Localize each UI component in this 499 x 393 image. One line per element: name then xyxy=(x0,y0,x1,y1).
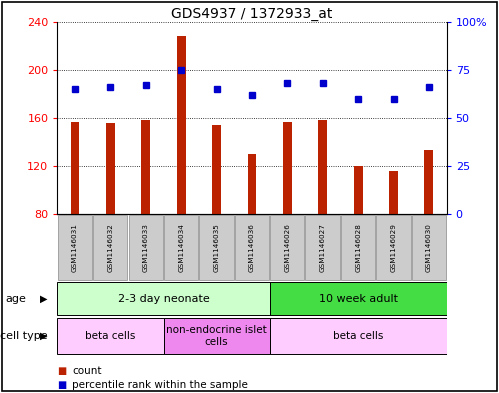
Bar xyxy=(248,154,256,214)
Text: GSM1146028: GSM1146028 xyxy=(355,223,361,272)
FancyBboxPatch shape xyxy=(341,215,375,280)
Text: GSM1146034: GSM1146034 xyxy=(178,223,184,272)
FancyBboxPatch shape xyxy=(57,318,164,354)
FancyBboxPatch shape xyxy=(164,318,269,354)
Bar xyxy=(177,36,186,214)
Text: ■: ■ xyxy=(57,380,67,390)
FancyBboxPatch shape xyxy=(58,215,92,280)
Bar xyxy=(318,120,327,214)
FancyBboxPatch shape xyxy=(129,215,163,280)
Text: GSM1146027: GSM1146027 xyxy=(320,223,326,272)
Text: GSM1146035: GSM1146035 xyxy=(214,223,220,272)
FancyBboxPatch shape xyxy=(269,318,447,354)
Text: GSM1146026: GSM1146026 xyxy=(284,223,290,272)
Text: GSM1146036: GSM1146036 xyxy=(249,223,255,272)
FancyBboxPatch shape xyxy=(235,215,269,280)
Text: GSM1146030: GSM1146030 xyxy=(426,223,432,272)
Bar xyxy=(71,121,79,214)
Text: 10 week adult: 10 week adult xyxy=(319,294,398,304)
FancyBboxPatch shape xyxy=(93,215,127,280)
Text: GSM1146029: GSM1146029 xyxy=(391,223,397,272)
Bar xyxy=(425,151,433,214)
Text: non-endocrine islet
cells: non-endocrine islet cells xyxy=(166,325,267,347)
FancyBboxPatch shape xyxy=(199,215,234,280)
Text: GSM1146032: GSM1146032 xyxy=(107,223,113,272)
Text: beta cells: beta cells xyxy=(333,331,383,341)
FancyBboxPatch shape xyxy=(57,282,269,315)
FancyBboxPatch shape xyxy=(376,215,411,280)
Text: cell type: cell type xyxy=(0,331,48,341)
Text: ▶: ▶ xyxy=(40,294,48,304)
Bar xyxy=(389,171,398,214)
Text: beta cells: beta cells xyxy=(85,331,136,341)
FancyBboxPatch shape xyxy=(164,215,198,280)
Bar xyxy=(212,125,221,214)
Title: GDS4937 / 1372933_at: GDS4937 / 1372933_at xyxy=(171,7,333,20)
Text: percentile rank within the sample: percentile rank within the sample xyxy=(72,380,248,390)
Text: GSM1146033: GSM1146033 xyxy=(143,223,149,272)
Text: count: count xyxy=(72,366,102,376)
Bar xyxy=(283,121,292,214)
Text: ▶: ▶ xyxy=(40,331,48,341)
Text: GSM1146031: GSM1146031 xyxy=(72,223,78,272)
FancyBboxPatch shape xyxy=(270,215,304,280)
FancyBboxPatch shape xyxy=(305,215,340,280)
Text: 2-3 day neonate: 2-3 day neonate xyxy=(118,294,210,304)
Text: age: age xyxy=(5,294,26,304)
Text: ■: ■ xyxy=(57,366,67,376)
Bar xyxy=(141,120,150,214)
Bar xyxy=(354,166,363,214)
FancyBboxPatch shape xyxy=(269,282,447,315)
FancyBboxPatch shape xyxy=(412,215,446,280)
Bar xyxy=(106,123,115,214)
